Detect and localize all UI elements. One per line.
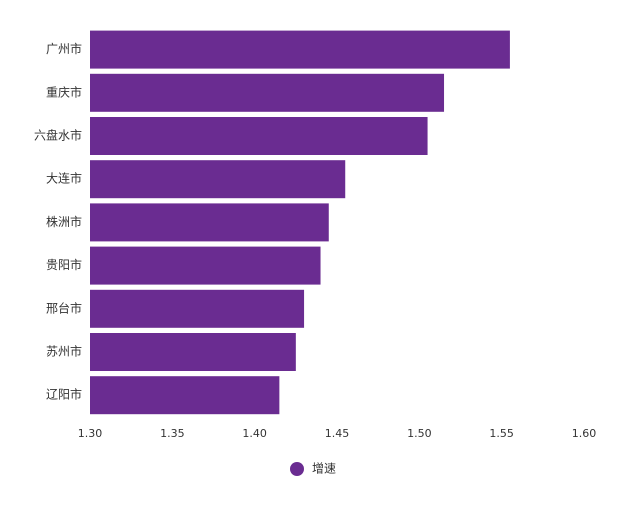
- legend-marker[interactable]: [290, 462, 304, 476]
- category-label-2: 六盘水市: [34, 128, 82, 143]
- x-tick-label-0: 1.30: [78, 427, 103, 440]
- bar-7[interactable]: [90, 333, 296, 371]
- x-axis-tick-labels: 1.30 1.35 1.40 1.45 1.50 1.55 1.60: [78, 427, 597, 440]
- category-label-1: 重庆市: [46, 84, 82, 99]
- category-label-6: 邢台市: [46, 300, 82, 315]
- x-tick-label-2: 1.40: [242, 427, 267, 440]
- legend-label[interactable]: 增速: [312, 462, 336, 476]
- x-tick-label-4: 1.50: [407, 427, 432, 440]
- category-label-4: 株洲市: [46, 214, 82, 229]
- x-tick-label-6: 1.60: [572, 427, 597, 440]
- bar-1[interactable]: [90, 73, 445, 112]
- bar-5[interactable]: [90, 246, 321, 285]
- x-tick-label-3: 1.45: [325, 427, 350, 440]
- category-label-8: 辽阳市: [46, 387, 82, 402]
- legend[interactable]: 增速: [290, 462, 336, 477]
- bar-2[interactable]: [90, 117, 428, 155]
- x-tick-label-5: 1.55: [489, 427, 514, 440]
- x-tick-label-1: 1.35: [160, 427, 185, 440]
- bar-8[interactable]: [90, 376, 280, 415]
- category-label-5: 贵阳市: [46, 257, 82, 272]
- bars-layer: [90, 30, 510, 415]
- bar-4[interactable]: [90, 203, 329, 242]
- category-label-3: 大连市: [46, 171, 82, 186]
- category-label-7: 苏州市: [46, 344, 82, 359]
- bar-0[interactable]: [90, 30, 510, 69]
- category-label-0: 广州市: [46, 41, 82, 56]
- bar-6[interactable]: [90, 289, 305, 328]
- bar-3[interactable]: [90, 160, 346, 199]
